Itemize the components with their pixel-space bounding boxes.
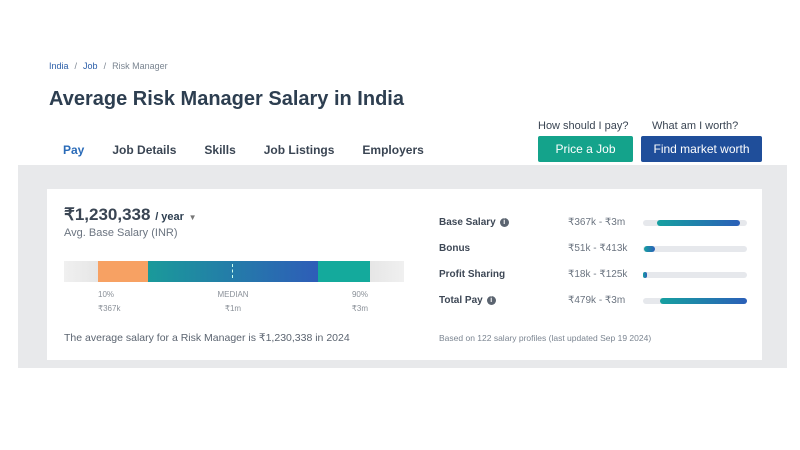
info-icon[interactable]: i [499, 218, 509, 227]
breakdown-range: ₹18k - ₹125k [568, 269, 628, 280]
breakdown-range: ₹367k - ₹3m [568, 217, 626, 228]
breakdown-track [643, 220, 747, 226]
tab-pay[interactable]: Pay [49, 143, 99, 167]
high-segment [318, 261, 370, 282]
breadcrumb-job[interactable]: Job [83, 61, 98, 71]
breakdown-fill [644, 246, 656, 252]
breakdown-range: ₹51k - ₹413k [568, 243, 628, 254]
tab-job-details[interactable]: Job Details [112, 143, 177, 157]
p90: 90% ₹3m [351, 290, 368, 313]
breakdown-fill [656, 220, 740, 226]
tabs: Pay Job Details Skills Job Listings Empl… [49, 143, 438, 167]
info-icon[interactable]: i [486, 296, 496, 305]
page-title: Average Risk Manager Salary in India [49, 88, 404, 110]
avg-salary: ₹1,230,338 / year ▼ [64, 205, 197, 225]
breakdown-label: Profit Sharing [439, 269, 506, 280]
breadcrumb: India / Job / Risk Manager [49, 61, 168, 71]
median-marker [232, 264, 233, 278]
breakdown-track [643, 298, 747, 304]
worth-question: What am I worth? [652, 120, 739, 132]
breakdown-fill [659, 298, 747, 304]
find-market-worth-button[interactable]: Find market worth [641, 136, 762, 162]
breadcrumb-current: Risk Manager [112, 61, 168, 71]
tab-employers[interactable]: Employers [362, 143, 424, 157]
breakdown-label: Bonus [439, 243, 471, 254]
price-question: How should I pay? [538, 120, 629, 132]
tab-job-listings[interactable]: Job Listings [263, 143, 335, 157]
breadcrumb-india[interactable]: India [49, 61, 69, 71]
tab-skills[interactable]: Skills [204, 143, 236, 157]
salary-amount: ₹1,230,338 [64, 205, 151, 224]
period-selector[interactable]: / year [155, 211, 184, 223]
p10: 10% ₹367k [98, 290, 121, 313]
breakdown-label: Base Salary [439, 217, 496, 228]
breakdown-row: Total Pay i [439, 295, 496, 306]
breakdown-row: Profit Sharing [439, 269, 505, 280]
separator: / [74, 61, 78, 71]
breakdown-row: Bonus [439, 243, 470, 254]
breakdown-fill [643, 272, 648, 278]
median: MEDIAN ₹1m [217, 290, 249, 313]
salary-range-bar [64, 261, 404, 282]
salary-label: Avg. Base Salary (INR) [64, 227, 178, 239]
price-a-job-button[interactable]: Price a Job [538, 136, 633, 162]
data-note: Based on 122 salary profiles (last updat… [439, 333, 652, 343]
breakdown-label: Total Pay [439, 295, 483, 306]
mid-segment [148, 261, 318, 282]
breakdown-range: ₹479k - ₹3m [568, 295, 626, 306]
breakdown-track [643, 272, 747, 278]
breakdown-track [643, 246, 747, 252]
separator: / [103, 61, 107, 71]
breakdown-row: Base Salary i [439, 217, 509, 228]
chevron-down-icon[interactable]: ▼ [188, 213, 197, 222]
salary-footer: The average salary for a Risk Manager is… [64, 332, 350, 344]
low-segment [98, 261, 148, 282]
